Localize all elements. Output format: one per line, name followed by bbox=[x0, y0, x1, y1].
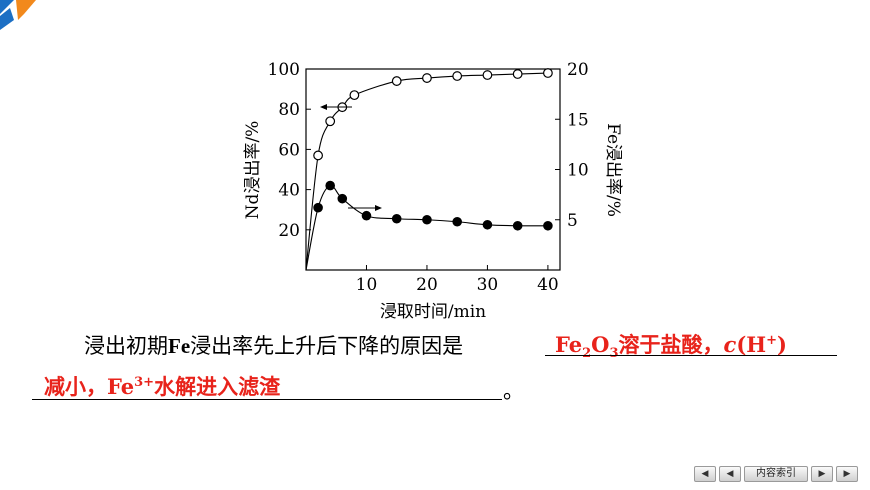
right-arrow bbox=[348, 205, 382, 211]
answer-line-1: Fe2O3溶于盐酸，c(H+) bbox=[555, 329, 787, 361]
answer-close: ) bbox=[777, 332, 787, 357]
fe-point bbox=[313, 202, 323, 213]
fe-point bbox=[422, 214, 432, 225]
question-fe: Fe bbox=[168, 334, 191, 358]
answer-h: (H bbox=[736, 332, 767, 357]
fe-points bbox=[313, 180, 553, 231]
x-tick-label: 20 bbox=[416, 275, 438, 295]
nd-point bbox=[391, 76, 402, 86]
answer-sub-2: 2 bbox=[582, 346, 592, 362]
question-middle: 浸出率先上升后下降的原因是 bbox=[190, 334, 464, 358]
slide-nav: ◀ ◀ 内容索引 ▶ ▶ bbox=[694, 466, 858, 482]
fe-point bbox=[482, 219, 493, 230]
next-slide-button[interactable]: ▶ bbox=[811, 466, 833, 482]
right-tick-label: 20 bbox=[567, 60, 589, 80]
prev-slide-button[interactable]: ◀ bbox=[719, 466, 741, 482]
corner-logo bbox=[0, 0, 36, 30]
answer-plus: + bbox=[766, 333, 777, 348]
fe-point bbox=[512, 220, 523, 231]
left-tick-label: 100 bbox=[268, 60, 300, 80]
first-slide-button[interactable]: ◀ bbox=[694, 466, 716, 482]
fe-point bbox=[337, 193, 348, 204]
left-axis-label: Nd浸出率/% bbox=[243, 121, 263, 220]
answer-blank-1 bbox=[545, 355, 837, 356]
leaching-rate-chart: 20 40 60 80 100 5 10 15 20 10 20 30 40 浸取时间/min Nd… bbox=[243, 60, 623, 322]
nd-point bbox=[422, 73, 432, 83]
sentence-end: 。 bbox=[503, 379, 524, 403]
nd-point bbox=[313, 150, 323, 161]
answer-fe: Fe bbox=[555, 332, 583, 357]
fe-point bbox=[391, 213, 402, 224]
left-tick-label: 20 bbox=[278, 221, 300, 241]
nd-point bbox=[512, 69, 523, 79]
x-axis-label: 浸取时间/min bbox=[380, 302, 486, 322]
answer-rest: 溶于盐酸， bbox=[618, 332, 724, 357]
fe-point bbox=[452, 216, 462, 227]
left-axis-ticks: 20 40 60 80 100 bbox=[268, 60, 311, 241]
right-tick-label: 15 bbox=[567, 110, 589, 130]
fe-point bbox=[361, 210, 372, 221]
left-tick-label: 40 bbox=[278, 181, 300, 201]
nd-point bbox=[349, 90, 360, 101]
right-axis-label: Fe浸出率/% bbox=[603, 123, 623, 217]
question-line-1: 浸出初期Fe浸出率先上升后下降的原因是 bbox=[84, 330, 463, 360]
answer-sub-3: 3 bbox=[609, 346, 619, 362]
x-tick-label: 10 bbox=[356, 275, 378, 295]
fe-point bbox=[325, 180, 335, 191]
plot-frame bbox=[305, 68, 561, 271]
answer2-a: 减小，Fe bbox=[44, 374, 135, 399]
right-tick-label: 10 bbox=[567, 161, 589, 181]
question-prefix: 浸出初期 bbox=[84, 334, 168, 358]
right-axis-ticks: 5 10 15 20 bbox=[555, 60, 589, 231]
nd-point bbox=[452, 71, 463, 81]
answer-blank-2 bbox=[32, 399, 502, 400]
right-tick-label: 5 bbox=[567, 211, 578, 231]
nd-point bbox=[543, 68, 553, 78]
x-tick-label: 30 bbox=[477, 275, 499, 295]
answer-o: O bbox=[591, 332, 610, 357]
x-axis-ticks: 10 20 30 40 bbox=[356, 265, 559, 295]
fe-point bbox=[543, 220, 553, 231]
left-tick-label: 80 bbox=[278, 100, 300, 120]
nd-point bbox=[325, 116, 336, 127]
content-index-button[interactable]: 内容索引 bbox=[744, 466, 808, 482]
last-slide-button[interactable]: ▶ bbox=[836, 466, 858, 482]
left-arrow bbox=[320, 104, 352, 110]
answer2-b: 水解进入滤渣 bbox=[154, 374, 281, 399]
answer-c: c bbox=[723, 332, 737, 357]
nd-points bbox=[313, 68, 553, 161]
x-tick-label: 40 bbox=[537, 275, 559, 295]
answer-line-2: 减小，Fe3+水解进入滤渣 bbox=[44, 371, 280, 401]
answer2-sup: 3+ bbox=[134, 375, 155, 390]
nd-point bbox=[482, 70, 493, 80]
left-tick-label: 60 bbox=[278, 140, 300, 160]
